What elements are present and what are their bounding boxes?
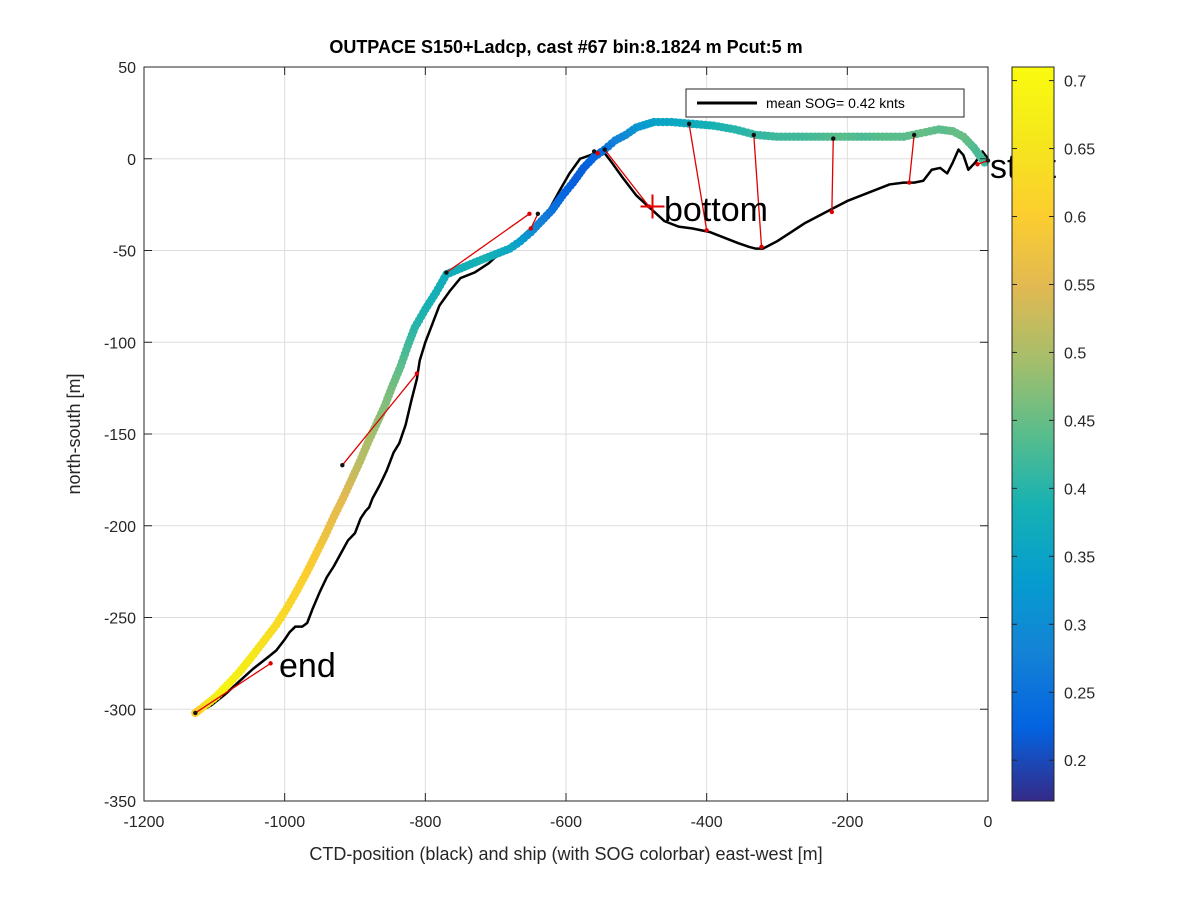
connector-layer <box>193 121 991 716</box>
y-tick-label: -300 <box>104 702 136 719</box>
ctd-sample-marker <box>907 180 912 185</box>
ship-sample-marker <box>602 147 607 152</box>
connector-line <box>753 134 763 247</box>
colorbar-ticks: 0.2 0.25 0.3 0.35 0.4 0.45 0.5 0.55 0.6 0.65 0.7 <box>1012 74 1095 770</box>
y-tick-label: -100 <box>104 335 136 352</box>
ship-sample-marker <box>591 149 597 154</box>
colorbar-tick-label: 0.2 <box>1064 753 1086 770</box>
colorbar-tick-label: 0.65 <box>1064 142 1095 159</box>
ctd-sample-marker <box>704 228 709 233</box>
y-tick-label: -250 <box>104 611 136 628</box>
x-tick-label: -1000 <box>264 814 305 831</box>
x-tick-label: -800 <box>409 814 441 831</box>
y-axis-label: north-south [m] <box>64 373 84 494</box>
ship-sample-marker <box>751 132 756 138</box>
ship-sample-marker <box>535 211 541 216</box>
ship-sample-marker <box>193 710 198 716</box>
ctd-sample-marker <box>829 209 835 215</box>
colorbar-tick-label: 0.4 <box>1064 481 1086 498</box>
ctd-sample-marker <box>759 244 764 250</box>
x-tick-label: -1200 <box>124 814 165 831</box>
ctd-sample-marker <box>595 151 600 156</box>
y-tick-label: 50 <box>118 60 136 77</box>
ship-track-layer <box>191 117 989 718</box>
ship-sample-marker <box>911 132 917 138</box>
ship-sample-marker <box>831 136 836 141</box>
ship-sample-marker <box>340 462 345 468</box>
y-tick-label: 0 <box>127 152 136 169</box>
y-tick-label: -150 <box>104 427 136 444</box>
y-tick-label: -200 <box>104 519 136 536</box>
connector-line <box>688 123 708 231</box>
connector-line <box>908 134 915 183</box>
ctd-sample-marker <box>528 226 534 231</box>
ctd-sample-marker <box>414 371 420 376</box>
ctd-sample-marker <box>975 162 980 167</box>
y-tick-label: -50 <box>113 244 136 261</box>
connector-line <box>604 149 650 207</box>
connector-line <box>446 213 530 274</box>
x-tick-label: -200 <box>831 814 863 831</box>
marker-layer <box>640 194 665 219</box>
colorbar <box>1011 66 1055 802</box>
x-axis-label: CTD-position (black) and ship (with SOG … <box>309 844 822 864</box>
colorbar-tick-label: 0.55 <box>1064 277 1095 294</box>
ctd-sample-marker <box>527 211 532 216</box>
colorbar-tick-label: 0.7 <box>1064 74 1086 91</box>
y-tick-label: -350 <box>104 794 136 811</box>
connector-line <box>831 138 834 212</box>
chart-title: OUTPACE S150+Ladcp, cast #67 bin:8.1824 … <box>329 37 802 57</box>
annotation-bottom: bottom <box>664 191 768 229</box>
x-tick-label: -400 <box>691 814 723 831</box>
colorbar-tick-label: 0.3 <box>1064 617 1086 634</box>
ship-sample-marker <box>444 270 449 275</box>
annotation-end: end <box>279 647 336 685</box>
tick-layer: -1200 -1000 -800 -600 -400 -200 0-350-300-250-… <box>104 60 993 831</box>
colorbar-tick-label: 0.25 <box>1064 685 1095 702</box>
ctd-sample-marker <box>268 661 273 666</box>
colorbar-tick-label: 0.45 <box>1064 413 1095 430</box>
x-tick-label: 0 <box>984 814 993 831</box>
connector-line <box>194 662 271 714</box>
x-tick-label: -600 <box>550 814 582 831</box>
ship-sample-marker <box>686 121 692 127</box>
connector-line <box>341 373 418 466</box>
legend: mean SOG= 0.42 knts <box>685 88 965 118</box>
colorbar-tick-label: 0.5 <box>1064 345 1086 362</box>
connector-line <box>530 213 539 229</box>
legend-label: mean SOG= 0.42 knts <box>766 95 905 111</box>
colorbar-tick-label: 0.6 <box>1064 210 1086 227</box>
colorbar-tick-label: 0.35 <box>1064 549 1095 566</box>
